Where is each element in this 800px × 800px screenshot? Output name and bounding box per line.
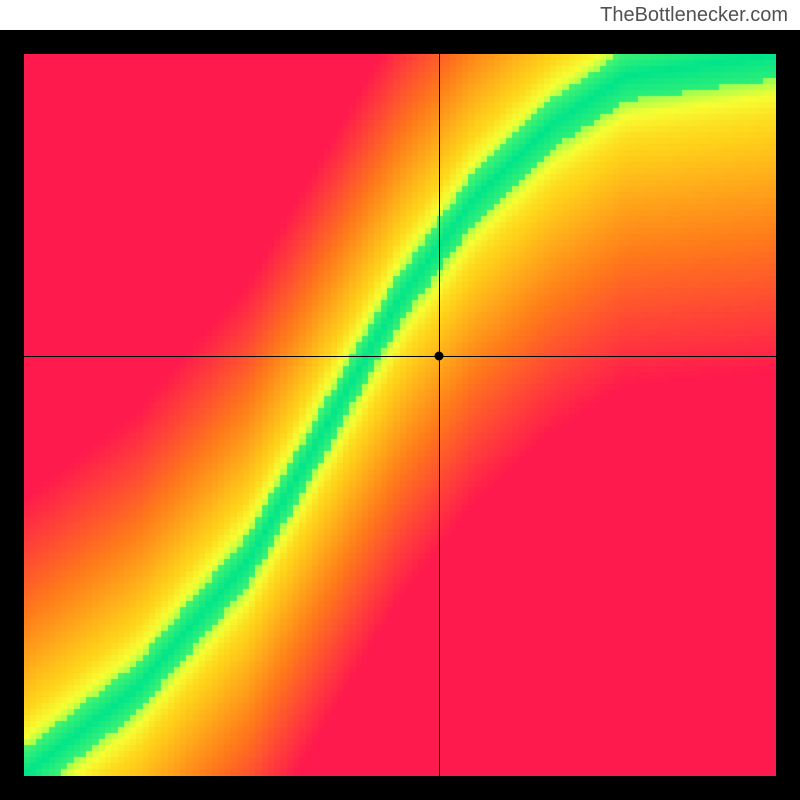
chart-container: TheBottlenecker.com [0, 0, 800, 800]
attribution-text: TheBottlenecker.com [600, 4, 788, 27]
marker-dot [435, 351, 444, 360]
heatmap-canvas [24, 54, 776, 776]
crosshair-horizontal [24, 356, 776, 357]
plot-area [24, 54, 776, 776]
crosshair-vertical [439, 54, 440, 776]
plot-outer-frame [0, 30, 800, 800]
